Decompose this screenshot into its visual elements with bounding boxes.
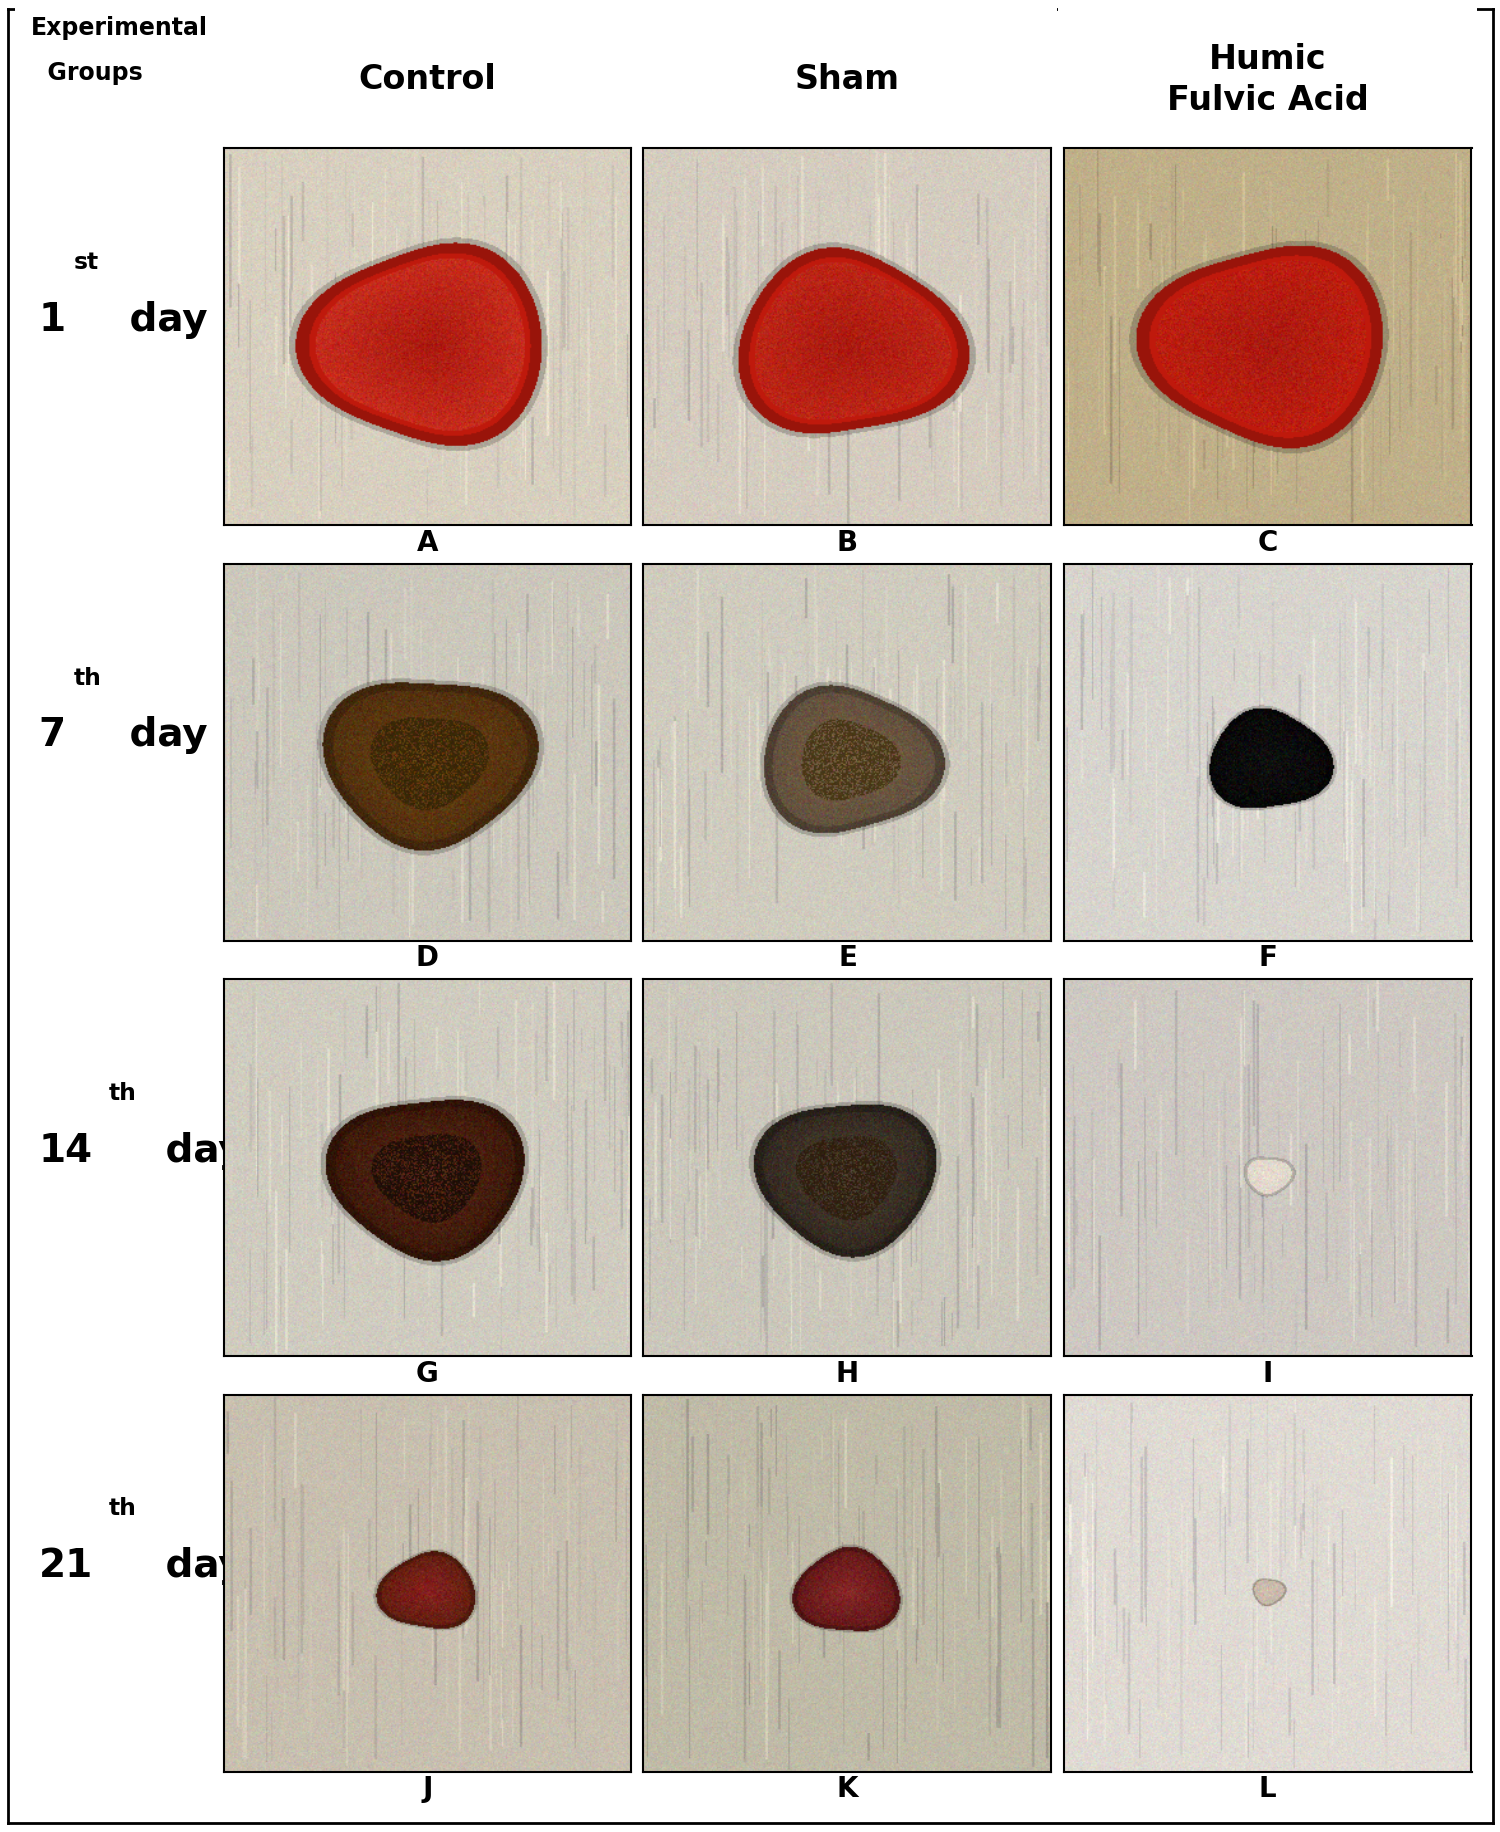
Text: day: day — [117, 300, 208, 339]
Text: I: I — [1263, 1359, 1272, 1387]
Text: L: L — [1258, 1775, 1276, 1803]
Text: 7: 7 — [39, 716, 66, 755]
Text: A: A — [417, 529, 438, 557]
Text: J: J — [423, 1775, 432, 1803]
Text: Sham: Sham — [795, 62, 900, 97]
Text: D: D — [416, 943, 440, 973]
Text: Days: Days — [32, 167, 96, 191]
Text: th: th — [108, 1083, 136, 1105]
Text: B: B — [837, 529, 858, 557]
Text: Control: Control — [358, 62, 496, 97]
Text: G: G — [416, 1359, 440, 1387]
Text: K: K — [837, 1775, 858, 1803]
Text: C: C — [1257, 529, 1278, 557]
Text: 21: 21 — [39, 1546, 93, 1585]
Text: st: st — [74, 251, 99, 275]
Text: 14: 14 — [39, 1132, 93, 1169]
Text: day: day — [152, 1546, 243, 1585]
Text: th: th — [108, 1497, 136, 1521]
Text: E: E — [839, 943, 856, 973]
Text: th: th — [74, 667, 102, 689]
Text: 1: 1 — [39, 300, 66, 339]
Text: Experimental: Experimental — [32, 16, 208, 40]
Text: Groups: Groups — [32, 62, 142, 86]
Text: day: day — [152, 1132, 243, 1169]
Text: Humic
Fulvic Acid: Humic Fulvic Acid — [1167, 42, 1368, 117]
Text: F: F — [1258, 943, 1276, 973]
Text: H: H — [836, 1359, 860, 1387]
Text: day: day — [117, 716, 208, 755]
